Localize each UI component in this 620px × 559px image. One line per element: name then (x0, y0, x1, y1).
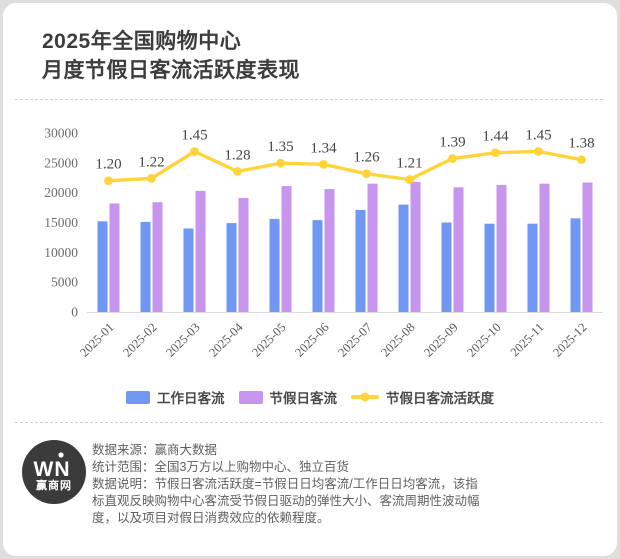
note-source: 数据来源：赢商大数据 (92, 443, 218, 457)
chart-card: 2025年全国购物中心 月度节假日客流活跃度表现 0 5000 10000 15000… (3, 3, 617, 556)
x-axis-tick: 2025-10 (464, 320, 503, 359)
bottom-divider (15, 422, 603, 423)
ratio-point (104, 176, 113, 186)
logo-dot-icon (58, 452, 64, 458)
weekday-bar (570, 218, 581, 312)
legend-item-bar[interactable]: 节假日客流 (238, 387, 338, 407)
holiday-bar (410, 181, 421, 312)
y-axis-tick: 25000 (44, 155, 78, 170)
ratio-line (106, 149, 584, 183)
weekday-bar (355, 209, 366, 312)
ratio-value-label: 1.38 (568, 136, 594, 152)
ratio-point (147, 173, 156, 183)
x-axis-tick: 2025-07 (335, 320, 374, 359)
holiday-bar (324, 189, 335, 312)
holiday-bar (281, 186, 292, 312)
ratio-value-label: 1.28 (224, 147, 250, 163)
page-title: 2025年全国购物中心 月度节假日客流活跃度表现 (42, 27, 587, 85)
holiday-bar (582, 182, 593, 312)
y-axis-tick: 5000 (51, 275, 78, 290)
legend-line-marker-icon (351, 392, 379, 402)
x-axis-tick: 2025-12 (550, 320, 589, 359)
legend-item-bar[interactable]: 工作日客流 (126, 387, 225, 407)
ratio-point (233, 166, 242, 176)
legend-label: 节假日客流活跃度 (386, 391, 494, 406)
y-axis-tick: 0 (71, 305, 78, 320)
holiday-bar (109, 203, 120, 312)
x-axis-tick: 2025-04 (206, 320, 246, 360)
note-explanation: 数据说明：节假日客流活跃度=节假日日均客流/工作日日均客流，该指标直观反映购物中… (92, 477, 480, 525)
ratio-value-label: 1.34 (310, 140, 337, 156)
weekday-bar (484, 223, 495, 312)
ratio-point (319, 159, 328, 169)
note-scope: 统计范围：全国3万方以上购物中心、独立百货 (92, 460, 349, 474)
ratio-point (276, 158, 285, 168)
chart-area: 0 5000 10000 15000 20000 25000 30000 1.20 1.22 1.… (3, 100, 617, 408)
weekday-bar (183, 228, 194, 312)
x-axis-tick: 2025-06 (292, 320, 331, 359)
weekday-bar (269, 218, 280, 312)
footer: WN 赢商网 数据来源：赢商大数据 统计范围：全国3万方以上购物中心、独立百货 … (22, 440, 617, 527)
weekday-bar (140, 221, 151, 312)
legend-line-dot-icon (360, 392, 370, 402)
ratio-value-label: 1.45 (525, 127, 551, 143)
weekday-bar (398, 204, 409, 312)
chart-legend: 工作日客流 节假日客流 节假日客流活跃度 (3, 386, 617, 408)
x-axis-tick: 2025-05 (249, 320, 288, 359)
logo-mark-text: WN (34, 458, 71, 481)
ratio-value-label: 1.20 (95, 157, 121, 173)
ratio-point (534, 147, 543, 156)
weekday-bar (226, 223, 237, 312)
ratio-value-label: 1.22 (138, 154, 164, 170)
ratio-point (362, 169, 371, 179)
ratio-point (190, 147, 199, 156)
legend-bar-swatch-icon (126, 390, 150, 404)
weekday-bar (312, 220, 323, 312)
weekday-bar (441, 222, 452, 312)
ratio-value-label: 1.39 (439, 135, 465, 151)
y-axis-tick: 30000 (44, 126, 78, 141)
top-divider (15, 99, 603, 100)
x-axis-tick: 2025-02 (120, 320, 159, 359)
x-axis-tick: 2025-03 (163, 320, 202, 359)
legend-bar-swatch-icon (238, 390, 263, 404)
y-axis-tick: 20000 (44, 185, 78, 200)
weekday-bar (97, 221, 108, 312)
ratio-point (448, 154, 457, 163)
x-axis-tick: 2025-08 (378, 320, 417, 359)
holiday-bar (152, 202, 163, 312)
holiday-bar (453, 187, 464, 312)
holiday-bar (496, 184, 507, 312)
holiday-bar (238, 198, 249, 312)
x-axis-tick: 2025-11 (508, 320, 547, 359)
x-axis-tick: 2025-09 (421, 320, 460, 359)
ratio-value-label: 1.44 (482, 129, 509, 145)
winshang-logo: WN 赢商网 (22, 440, 86, 504)
x-axis-tick: 2025-01 (77, 320, 116, 359)
holiday-bar (539, 183, 550, 312)
data-notes: 数据来源：赢商大数据 统计范围：全国3万方以上购物中心、独立百货 数据说明：节假… (92, 442, 484, 527)
y-axis-tick: 15000 (44, 215, 78, 230)
ratio-value-label: 1.21 (396, 156, 422, 172)
logo-name-text: 赢商网 (36, 478, 72, 492)
ratio-value-label: 1.45 (181, 127, 207, 143)
holiday-bar (367, 183, 378, 312)
legend-label: 节假日客流 (269, 391, 338, 406)
ratio-point (491, 148, 500, 158)
ratio-value-label: 1.26 (353, 150, 380, 166)
y-axis-tick: 10000 (44, 245, 78, 260)
holiday-bar (195, 190, 206, 312)
legend-item-ratio[interactable]: 节假日客流活跃度 (351, 387, 494, 407)
title-line-2: 月度节假日客流活跃度表现 (42, 59, 300, 82)
weekday-bar (527, 223, 538, 312)
ratio-point (577, 155, 586, 165)
logo-circle (22, 440, 86, 504)
legend-label: 工作日客流 (157, 391, 225, 406)
bar-line-chart: 0 5000 10000 15000 20000 25000 30000 1.20 1.22 1.… (44, 126, 603, 360)
ratio-value-label: 1.35 (267, 139, 293, 155)
title-line-1: 2025年全国购物中心 (42, 30, 242, 53)
ratio-point (405, 175, 414, 184)
